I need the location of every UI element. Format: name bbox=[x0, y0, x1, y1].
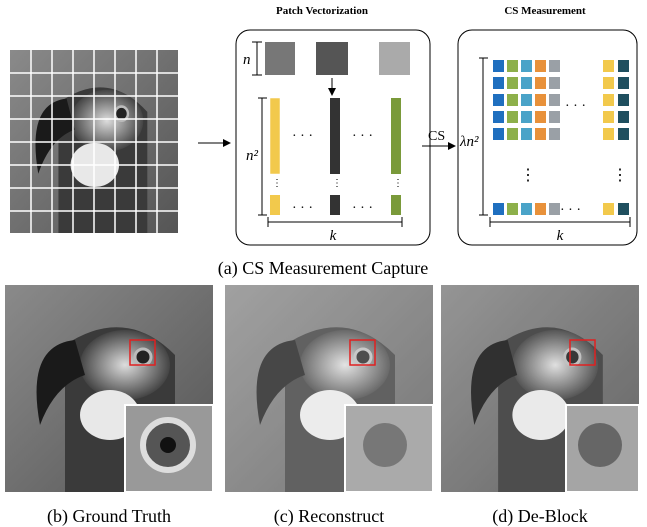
measurement-cell bbox=[493, 111, 504, 123]
measurement-cell bbox=[535, 111, 546, 123]
measurement-cell bbox=[507, 128, 518, 140]
svg-text:· · ·: · · · bbox=[560, 203, 581, 218]
count-label: k bbox=[330, 228, 337, 244]
svg-text:⋮: ⋮ bbox=[272, 178, 282, 189]
measurement-cell bbox=[507, 111, 518, 123]
measurement-cell bbox=[521, 203, 532, 215]
measurement-cell bbox=[521, 94, 532, 106]
measurement-cell bbox=[493, 128, 504, 140]
figure: Patch Vectorization n · · ·· · · · · ·· … bbox=[0, 0, 647, 527]
measurement-cell bbox=[603, 128, 614, 140]
measurement-cell bbox=[507, 77, 518, 89]
arrow-label: CS bbox=[428, 129, 445, 144]
measurement-cell bbox=[521, 128, 532, 140]
count-label: k bbox=[557, 228, 564, 244]
vector-columns: · · · · · · · · · · · · ⋮ ⋮ ⋮ bbox=[258, 98, 403, 227]
box-title: Patch Vectorization bbox=[276, 5, 368, 17]
box-title: CS Measurement bbox=[504, 5, 586, 17]
measurement-cell bbox=[618, 60, 629, 72]
patches bbox=[252, 42, 410, 95]
svg-text:· · ·: · · · bbox=[292, 201, 313, 216]
patch-grid-image bbox=[10, 50, 178, 233]
measurement-cell bbox=[493, 203, 504, 215]
caption: (d) De-Block bbox=[492, 506, 587, 527]
caption: (b) Ground Truth bbox=[47, 506, 171, 527]
svg-text:⋮: ⋮ bbox=[612, 167, 628, 184]
height-label: λn² bbox=[459, 134, 479, 150]
measurement-cell bbox=[618, 94, 629, 106]
measurement-cell bbox=[507, 203, 518, 215]
measurement-cell bbox=[618, 203, 629, 215]
measurement-cell bbox=[535, 128, 546, 140]
measurement-cell bbox=[603, 203, 614, 215]
svg-text:· · ·: · · · bbox=[352, 201, 373, 216]
measurement-cell bbox=[549, 94, 560, 106]
measurement-cell bbox=[535, 60, 546, 72]
measurement-cell bbox=[535, 94, 546, 106]
measurement-cell bbox=[507, 60, 518, 72]
svg-text:⋮: ⋮ bbox=[520, 167, 536, 184]
measurement-cell bbox=[521, 111, 532, 123]
measurement-cell bbox=[549, 77, 560, 89]
measurement-cell bbox=[618, 111, 629, 123]
measurement-cell bbox=[618, 77, 629, 89]
vector-length-label: n² bbox=[246, 148, 259, 164]
measurement-cell bbox=[603, 94, 614, 106]
patch-size-label: n bbox=[243, 52, 251, 68]
svg-text:· · ·: · · · bbox=[565, 99, 586, 114]
measurement-cell bbox=[618, 128, 629, 140]
svg-text:⋮: ⋮ bbox=[393, 178, 403, 189]
svg-text:· · ·: · · · bbox=[292, 129, 313, 144]
measurement-columns bbox=[493, 60, 629, 215]
result-images bbox=[5, 285, 639, 492]
measurement-cell bbox=[603, 60, 614, 72]
caption: (c) Reconstruct bbox=[274, 506, 384, 527]
svg-text:⋮: ⋮ bbox=[332, 178, 342, 189]
measurement-cell bbox=[521, 60, 532, 72]
measurement-cell bbox=[507, 94, 518, 106]
measurement-cell bbox=[549, 111, 560, 123]
caption: (a) CS Measurement Capture bbox=[218, 258, 428, 279]
svg-text:· · ·: · · · bbox=[352, 129, 373, 144]
measurement-cell bbox=[549, 128, 560, 140]
measurement-cell bbox=[535, 203, 546, 215]
measurement-cell bbox=[549, 60, 560, 72]
measurement-cell bbox=[521, 77, 532, 89]
measurement-cell bbox=[603, 77, 614, 89]
measurement-cell bbox=[493, 94, 504, 106]
measurement-cell bbox=[603, 111, 614, 123]
measurement-cell bbox=[493, 77, 504, 89]
measurement-cell bbox=[549, 203, 560, 215]
measurement-cell bbox=[493, 60, 504, 72]
measurement-cell bbox=[535, 77, 546, 89]
